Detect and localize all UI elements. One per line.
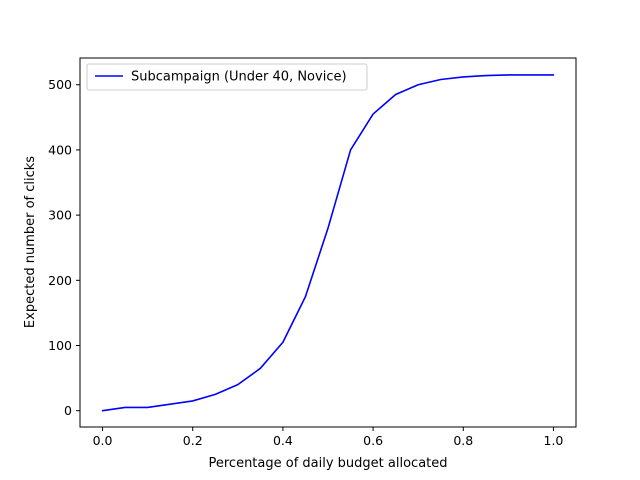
x-tick-label: 0.0 xyxy=(93,433,113,448)
y-tick-label: 300 xyxy=(48,208,72,223)
x-tick-label: 0.8 xyxy=(453,433,473,448)
x-tick-label: 1.0 xyxy=(544,433,564,448)
y-tick-label: 400 xyxy=(48,142,72,157)
y-tick-label: 100 xyxy=(48,338,72,353)
y-tick-label: 200 xyxy=(48,273,72,288)
y-axis-label: Expected number of clicks xyxy=(23,156,38,328)
legend: Subcampaign (Under 40, Novice) xyxy=(86,63,368,91)
y-tick-label: 0 xyxy=(64,403,72,418)
plot-area xyxy=(101,74,555,412)
axes-frame xyxy=(79,57,577,428)
x-tick-label: 0.2 xyxy=(183,433,203,448)
legend-entry-label: Subcampaign (Under 40, Novice) xyxy=(131,70,347,85)
x-tick-label: 0.6 xyxy=(363,433,383,448)
y-tick-label: 500 xyxy=(48,77,72,92)
x-tick-label: 0.4 xyxy=(273,433,293,448)
legend-box xyxy=(86,63,368,91)
x-axis: 0.0 0.2 0.4 0.6 0.8 1.0 xyxy=(93,427,564,448)
x-axis-label: Percentage of daily budget allocated xyxy=(208,456,447,471)
y-axis: 0 100 200 300 400 500 xyxy=(48,77,80,418)
series-line xyxy=(101,74,555,412)
